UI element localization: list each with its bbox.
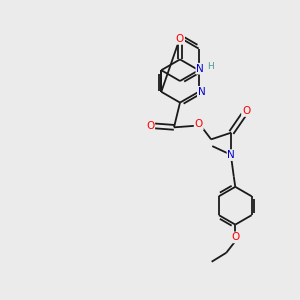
Text: O: O — [242, 106, 250, 116]
Text: O: O — [231, 232, 239, 242]
Text: O: O — [176, 34, 184, 44]
Text: N: N — [227, 150, 235, 160]
Text: H: H — [207, 62, 214, 71]
Text: O: O — [195, 119, 203, 129]
Text: N: N — [198, 87, 206, 97]
Text: N: N — [196, 64, 204, 74]
Text: O: O — [146, 121, 154, 131]
